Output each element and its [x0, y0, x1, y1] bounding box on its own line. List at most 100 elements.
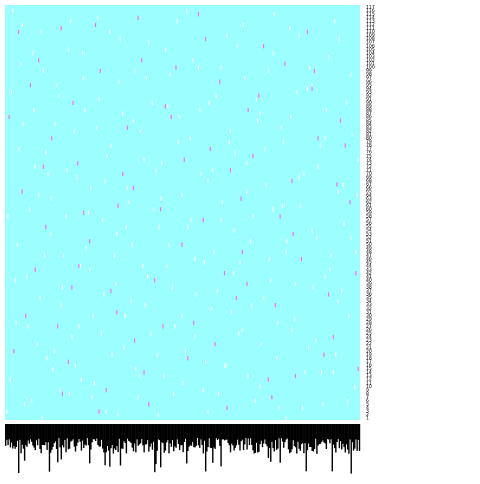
x-tick-label — [291, 424, 293, 450]
heatmap-cell-light — [20, 61, 22, 67]
y-tick-label: 43 — [366, 267, 372, 273]
x-tick-label — [8, 424, 10, 440]
x-tick-label — [253, 424, 255, 454]
heatmap-cell-light — [80, 377, 82, 382]
x-tick-label — [293, 424, 296, 447]
y-tick-label: 114 — [366, 15, 375, 21]
x-tick-label — [162, 424, 164, 444]
heatmap-cell-light — [277, 320, 279, 325]
x-tick-label — [249, 424, 252, 439]
heatmap-cell-light — [251, 302, 253, 308]
heatmap-cell-dark — [209, 146, 211, 152]
heatmap-cell-dark — [117, 203, 119, 208]
y-tick-label: 20 — [366, 348, 372, 354]
x-tick-label — [268, 424, 271, 448]
y-tick-label: 1 — [366, 416, 369, 422]
heatmap-cell-light — [236, 44, 239, 49]
heatmap-cell-light — [221, 200, 223, 205]
heatmap-cell-dark — [21, 189, 23, 194]
x-tick-label — [40, 424, 42, 454]
x-tick-label — [18, 424, 20, 473]
x-tick-label — [169, 424, 171, 444]
x-tick-label — [234, 424, 236, 448]
heatmap-cell-light — [163, 373, 165, 379]
x-tick-label — [110, 424, 112, 449]
heatmap-cell-light — [259, 384, 261, 389]
heatmap-cell-light — [158, 224, 161, 230]
heatmap-cell-light — [59, 388, 61, 393]
heatmap-cell-light — [216, 288, 218, 294]
heatmap-cell-light — [135, 366, 137, 372]
heatmap-cell-dark — [214, 341, 216, 347]
heatmap-cell-light — [47, 171, 49, 176]
heatmap-cell-light — [81, 51, 84, 56]
heatmap-cell-dark — [328, 292, 330, 297]
heatmap-cell-light — [102, 217, 104, 223]
heatmap-dark-cells — [8, 12, 359, 414]
heatmap-cell-light — [128, 200, 130, 205]
heatmap-cell-dark — [67, 359, 69, 364]
y-tick-label: 85 — [366, 118, 372, 124]
x-tick-label — [83, 424, 85, 448]
x-tick-label — [104, 424, 106, 466]
heatmap-cell-light — [60, 302, 62, 308]
x-tick-label — [12, 424, 14, 449]
x-tick-label — [22, 424, 25, 449]
x-tick-label — [74, 424, 77, 452]
heatmap-cell-dark — [94, 22, 97, 27]
y-tick-label: 102 — [366, 57, 375, 63]
x-tick-label — [341, 424, 343, 450]
y-tick-label: 106 — [366, 43, 375, 49]
heatmap-cell-light — [16, 242, 19, 247]
x-tick-label — [216, 424, 219, 440]
heatmap-cell-light — [93, 380, 95, 386]
heatmap-cell-dark — [317, 136, 319, 141]
heatmap-cell-light — [246, 161, 248, 166]
heatmap-cell-dark — [71, 285, 73, 290]
heatmap-cell-light — [31, 398, 33, 403]
heatmap-cell-light — [294, 281, 297, 286]
heatmap-cell-dark — [235, 295, 237, 301]
x-tick-label — [111, 424, 113, 445]
x-tick-label — [288, 424, 291, 454]
x-tick-label — [322, 424, 324, 441]
x-axis-tick-labels — [4, 424, 361, 474]
heatmap-cell-light — [119, 36, 121, 42]
y-tick-label: 112 — [366, 22, 375, 28]
x-tick-label — [197, 424, 200, 446]
heatmap-cell-light — [26, 274, 28, 279]
x-tick-label — [345, 424, 348, 445]
y-tick-label: 44 — [366, 263, 372, 269]
x-tick-label — [38, 424, 40, 439]
heatmap-cell-dark — [89, 239, 91, 244]
x-tick-label — [283, 424, 285, 448]
heatmap-cell-dark — [132, 185, 134, 191]
x-tick-label — [4, 424, 7, 446]
x-tick-label — [232, 424, 234, 446]
heatmap-cell-light — [337, 299, 339, 304]
heatmap-cell-light — [202, 388, 204, 393]
heatmap-cell-light — [115, 281, 117, 286]
x-tick-label — [350, 424, 352, 474]
heatmap-cell-light — [272, 51, 274, 56]
x-tick-label — [77, 424, 79, 443]
heatmap-cell-light — [346, 398, 349, 403]
heatmap-cell-light — [289, 26, 291, 31]
x-tick-label — [335, 424, 337, 453]
heatmap-cell-light — [12, 8, 14, 13]
heatmap-cell-light — [286, 239, 288, 244]
x-tick-label — [81, 424, 84, 441]
x-tick-label — [333, 424, 336, 449]
heatmap-cell-dark — [175, 65, 177, 70]
heatmap-cell-light — [238, 331, 240, 336]
x-tick-label — [10, 424, 13, 443]
heatmap-cell-light — [89, 267, 91, 272]
heatmap-cell-dark — [170, 114, 172, 120]
x-tick-label — [59, 424, 61, 448]
x-tick-label — [349, 424, 351, 440]
heatmap-cell-light — [234, 150, 236, 155]
y-tick-label: 88 — [366, 107, 372, 113]
heatmap-cell-light — [143, 157, 145, 162]
y-tick-label: 10 — [366, 384, 372, 390]
